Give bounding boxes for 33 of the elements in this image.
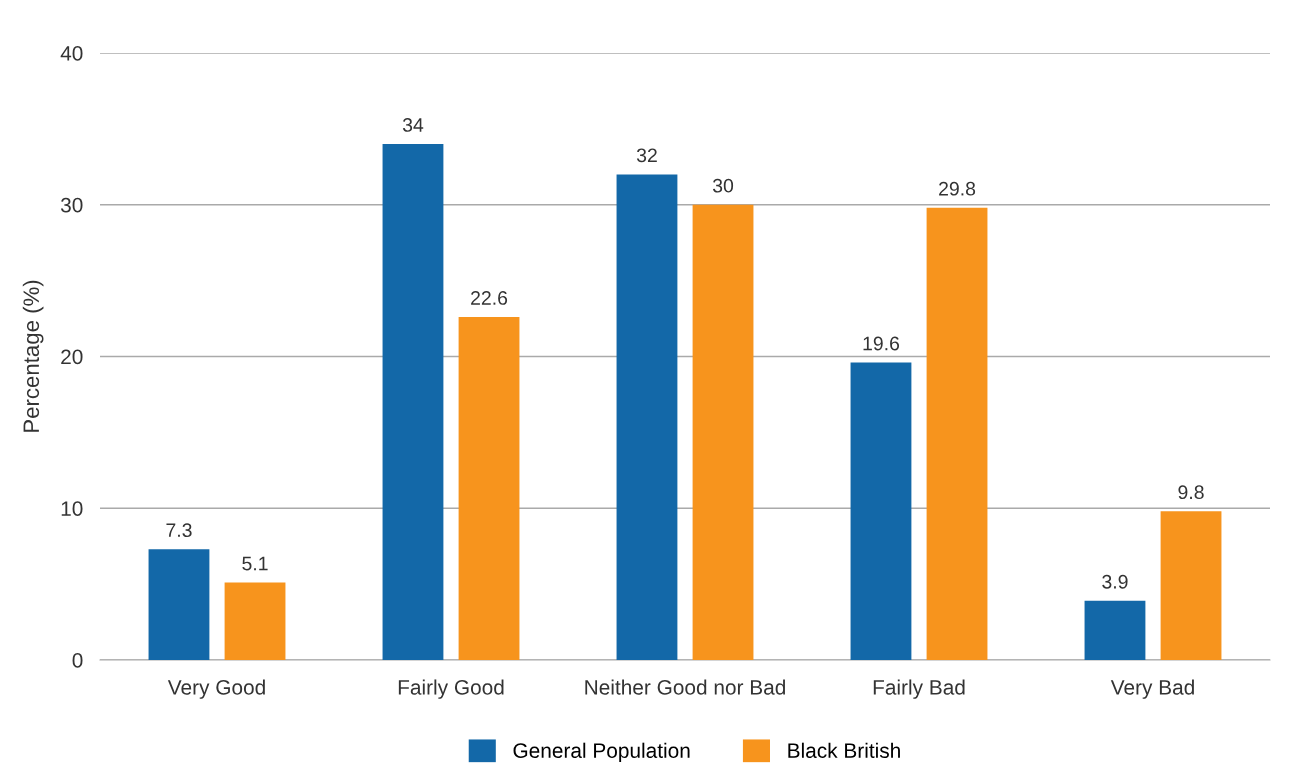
- data-label: 30: [712, 178, 734, 193]
- data-label: 29.8: [939, 181, 976, 196]
- legend-label: Black British: [788, 742, 900, 758]
- bar: [926, 207, 988, 660]
- y-axis-title: Percentage (%): [22, 280, 44, 432]
- y-tick-label: 40: [60, 46, 83, 61]
- bar: [382, 144, 444, 660]
- x-tick-label: Fairly Bad: [873, 679, 965, 699]
- data-label: 5.1: [242, 556, 268, 571]
- data-label: 19.6: [863, 336, 900, 351]
- bar: [692, 204, 754, 660]
- x-tick-label: Fairly Good: [398, 679, 504, 699]
- y-tick-label: 30: [60, 197, 83, 213]
- data-label: 34: [402, 118, 424, 132]
- legend-label: General Population: [513, 742, 690, 763]
- x-tick-label: Very Bad: [1110, 679, 1194, 699]
- x-tick-label: Neither Good nor Bad: [585, 679, 785, 695]
- y-tick-label: 20: [61, 349, 83, 365]
- y-tick-label: 10: [61, 501, 83, 516]
- bar: [1160, 511, 1222, 660]
- bar: [148, 549, 210, 660]
- data-label: 3.9: [1102, 574, 1128, 589]
- data-label: 7.3: [166, 523, 192, 538]
- data-label: 9.8: [1178, 485, 1204, 500]
- bar: [224, 582, 286, 660]
- bar: [458, 317, 520, 660]
- y-tick-label: 0: [72, 653, 83, 668]
- data-label: 32: [636, 148, 657, 163]
- bar: [616, 174, 678, 660]
- data-label: 22.6: [471, 291, 508, 305]
- bar: [850, 362, 912, 660]
- x-tick-label: Very Good: [167, 679, 265, 699]
- bar: [1084, 600, 1146, 660]
